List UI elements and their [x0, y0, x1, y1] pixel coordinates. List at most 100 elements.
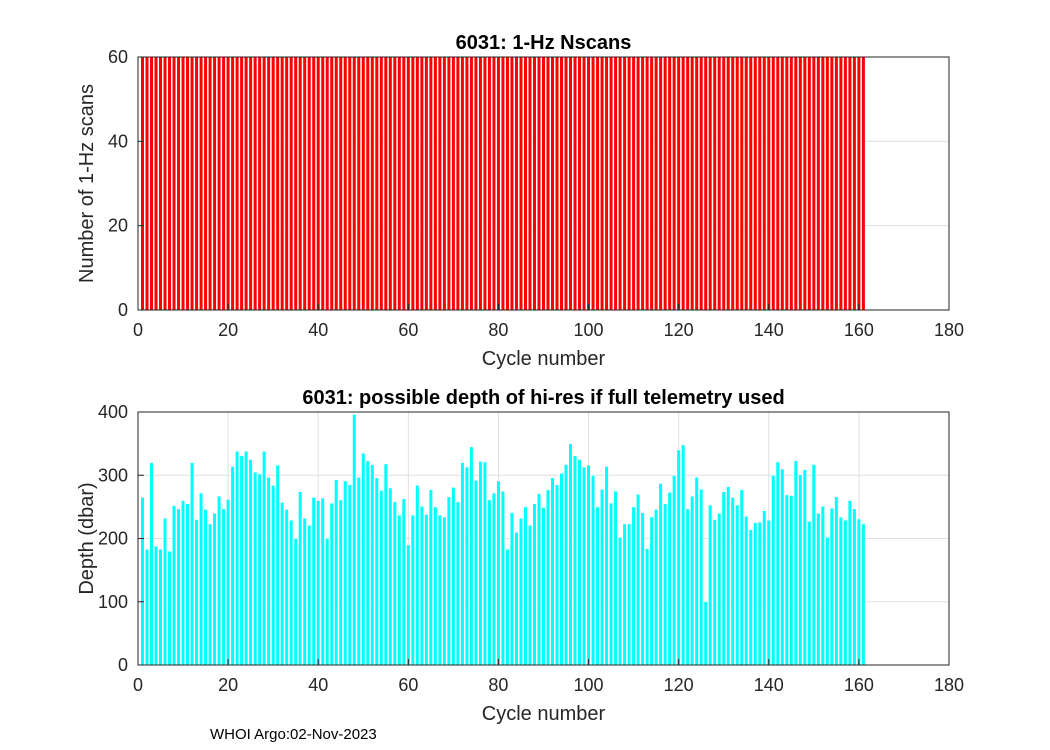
- bottom-bar: [347, 484, 352, 666]
- bottom-bar: [509, 512, 515, 666]
- top-bar: [590, 56, 596, 311]
- top-bar: [766, 56, 771, 311]
- bottom-bar: [816, 512, 821, 666]
- bottom-x-axis-label: Cycle number: [482, 703, 606, 725]
- bottom-bar: [293, 538, 298, 666]
- top-bar: [861, 56, 866, 311]
- bottom-bar: [645, 548, 650, 666]
- bottom-bar: [572, 455, 578, 666]
- top-bar: [216, 56, 222, 311]
- bottom-bar: [739, 489, 744, 666]
- bottom-bar: [721, 491, 726, 666]
- top-bar: [654, 56, 659, 311]
- bottom-tick-labels: 0 20 40 60 80 100 120 140 160 180 0 100 200 300 400: [98, 402, 964, 695]
- top-bar: [581, 56, 587, 311]
- top-bar: [748, 56, 753, 311]
- top-bar: [676, 56, 681, 311]
- top-bar: [469, 56, 474, 311]
- bottom-bar: [811, 464, 816, 666]
- top-bar: [293, 56, 298, 311]
- top-bar: [681, 56, 686, 311]
- bottom-bar: [203, 509, 208, 666]
- bottom-bar: [235, 450, 240, 666]
- top-bar: [640, 56, 645, 311]
- top-x-tick-label: 80: [488, 320, 508, 340]
- top-bar: [627, 56, 632, 311]
- top-y-tick-label: 0: [118, 300, 128, 320]
- top-bar: [559, 56, 564, 311]
- bottom-bar: [500, 490, 506, 666]
- bottom-y-tick-label: 300: [98, 465, 128, 485]
- top-x-tick-label: 120: [664, 320, 694, 340]
- top-bar: [690, 56, 695, 311]
- bottom-bar: [780, 468, 785, 666]
- bottom-bar: [608, 502, 614, 666]
- bottom-bar: [762, 510, 767, 666]
- top-bar: [491, 56, 497, 311]
- top-bar: [775, 56, 780, 311]
- bottom-bar: [437, 514, 442, 666]
- bottom-bar: [699, 488, 704, 666]
- bottom-bar: [554, 484, 560, 666]
- bottom-bar: [586, 464, 591, 666]
- top-x-tick-label: 100: [574, 320, 604, 340]
- top-bar: [176, 56, 181, 311]
- bottom-bar: [599, 488, 605, 666]
- top-bar: [699, 56, 704, 311]
- top-bar: [518, 56, 524, 311]
- bottom-bar: [271, 485, 276, 666]
- bottom-bar: [735, 504, 740, 666]
- bottom-axes: 0 20 40 60 80 100 120 140 160 180 0 100 200 300 400 60…: [76, 387, 964, 725]
- bottom-bar: [162, 517, 168, 666]
- top-bar: [158, 56, 163, 311]
- bottom-bar: [667, 492, 672, 666]
- top-bar: [374, 56, 379, 311]
- top-bar: [721, 56, 726, 311]
- top-bar: [617, 56, 623, 311]
- bottom-bar: [244, 450, 249, 666]
- bottom-bar: [311, 497, 316, 666]
- top-bar: [847, 56, 852, 311]
- top-bar: [171, 56, 177, 311]
- top-bar: [852, 56, 857, 311]
- top-bar: [149, 56, 154, 311]
- bottom-bar: [550, 477, 555, 666]
- top-y-axis-label: Number of 1-Hz scans: [76, 84, 98, 283]
- bottom-x-tick-label: 80: [488, 675, 508, 695]
- bottom-y-tick-label: 200: [98, 529, 128, 549]
- top-bar: [658, 56, 663, 311]
- top-bar: [428, 56, 433, 311]
- top-bar: [311, 56, 316, 311]
- top-bar: [230, 56, 235, 311]
- bottom-bar: [595, 506, 600, 666]
- top-bar: [194, 56, 199, 311]
- bottom-bar: [397, 514, 402, 666]
- bottom-bar: [388, 487, 393, 666]
- bottom-bar: [176, 508, 181, 666]
- top-bar: [221, 56, 226, 311]
- top-bar: [153, 56, 159, 311]
- top-bar: [730, 56, 735, 311]
- bottom-bar: [289, 519, 294, 666]
- top-bar: [401, 56, 406, 311]
- top-bar: [307, 56, 312, 311]
- bottom-bar: [442, 516, 447, 666]
- bottom-bar: [343, 480, 348, 666]
- top-bar: [532, 56, 537, 311]
- bottom-bar: [316, 500, 321, 666]
- top-bar: [703, 56, 708, 311]
- top-bar: [604, 56, 609, 311]
- top-bar: [694, 56, 699, 311]
- top-bar: [811, 56, 816, 311]
- top-bar: [608, 56, 614, 311]
- bottom-bar: [518, 517, 524, 666]
- bottom-x-tick-label: 40: [308, 675, 328, 695]
- top-bar: [284, 56, 289, 311]
- top-bar: [563, 56, 569, 311]
- bottom-bar: [527, 524, 533, 666]
- bottom-bar: [757, 521, 762, 666]
- bottom-bar: [834, 496, 839, 666]
- top-bar: [320, 56, 325, 311]
- bottom-x-tick-label: 20: [218, 675, 238, 695]
- top-bar: [365, 56, 370, 311]
